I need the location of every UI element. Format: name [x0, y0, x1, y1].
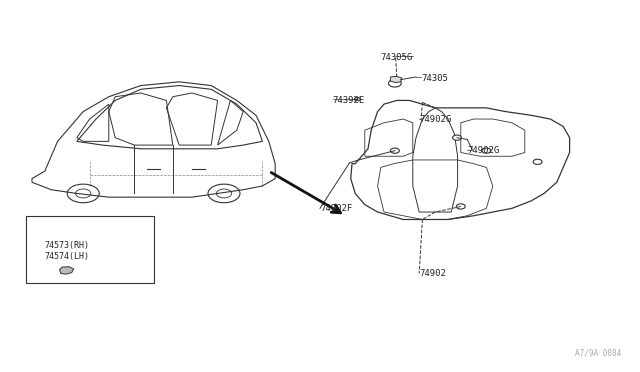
Text: 74574(LH): 74574(LH) [45, 252, 90, 261]
Text: 74902: 74902 [419, 269, 446, 278]
Text: 74902G: 74902G [419, 115, 451, 124]
Polygon shape [60, 267, 74, 274]
Text: A7/9A 0084: A7/9A 0084 [575, 348, 621, 357]
Text: 74305: 74305 [421, 74, 448, 83]
Polygon shape [390, 76, 402, 83]
Circle shape [390, 148, 399, 153]
Circle shape [533, 159, 542, 164]
Text: 74902G: 74902G [467, 146, 499, 155]
Text: 74392E: 74392E [333, 96, 365, 105]
Text: 74573(RH): 74573(RH) [45, 241, 90, 250]
Circle shape [482, 148, 491, 153]
Circle shape [456, 204, 465, 209]
Circle shape [452, 135, 461, 140]
Bar [26, 216, 154, 283]
Polygon shape [354, 97, 361, 101]
Text: 74902F: 74902F [320, 204, 352, 213]
Text: 74305G: 74305G [381, 53, 413, 62]
